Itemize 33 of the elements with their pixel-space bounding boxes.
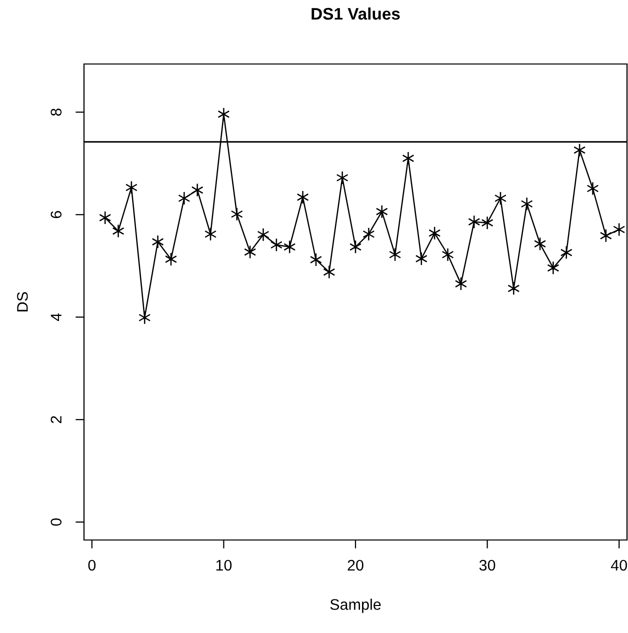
y-tick-label: 6 (50, 211, 62, 218)
point (218, 107, 230, 122)
point (560, 246, 572, 260)
point (402, 151, 414, 166)
point (442, 248, 454, 262)
point (362, 227, 375, 241)
chart-title: DS1 Values (312, 7, 400, 20)
point (296, 190, 309, 204)
x-tick-label: 40 (610, 560, 627, 571)
point (138, 310, 151, 325)
x-tick-label: 10 (216, 560, 232, 571)
point (508, 282, 520, 296)
point (586, 182, 599, 196)
point (178, 191, 190, 206)
x-axis-title: Sample (330, 598, 381, 613)
point (520, 197, 533, 211)
point (481, 216, 494, 230)
point (257, 228, 270, 242)
x-tick-label: 0 (88, 560, 96, 571)
point (191, 183, 204, 197)
point (323, 265, 336, 279)
y-tick-label: 4 (50, 313, 62, 322)
point (336, 170, 348, 185)
y-axis-title: DS (17, 292, 28, 312)
y-tick-label: 8 (50, 108, 62, 116)
point (547, 261, 560, 275)
y-tick-label: 0 (50, 518, 62, 526)
x-tick-label: 30 (479, 560, 496, 571)
x-tick-label: 20 (348, 560, 364, 571)
point (152, 234, 164, 249)
point (376, 204, 388, 218)
point (112, 224, 124, 238)
y-tick-label: 2 (50, 416, 62, 424)
